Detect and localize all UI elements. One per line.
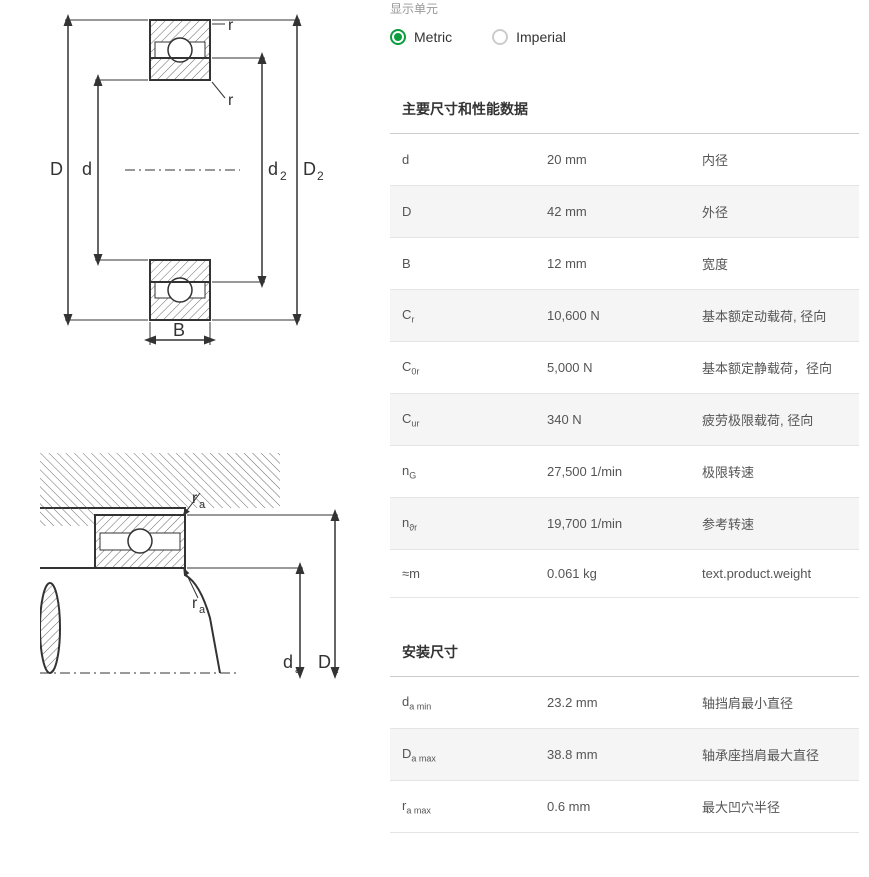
spec-row: da min23.2 mm轴挡肩最小直径 bbox=[390, 677, 859, 729]
spec-symbol: nϑr bbox=[402, 515, 547, 533]
svg-text:r: r bbox=[192, 490, 198, 507]
spec-description: 最大凹穴半径 bbox=[702, 797, 847, 816]
svg-text:d: d bbox=[268, 159, 278, 179]
spec-description: 轴挡肩最小直径 bbox=[702, 693, 847, 712]
svg-text:D: D bbox=[303, 159, 316, 179]
spec-value: 0.6 mm bbox=[547, 799, 702, 814]
spec-row: Cr10,600 N基本额定动载荷, 径向 bbox=[390, 290, 859, 342]
svg-text:a: a bbox=[199, 499, 206, 511]
spec-row: B12 mm宽度 bbox=[390, 238, 859, 290]
radio-icon bbox=[390, 29, 406, 45]
svg-text:r: r bbox=[228, 92, 234, 109]
spec-description: 基本额定动载荷, 径向 bbox=[702, 306, 847, 325]
spec-symbol: C0r bbox=[402, 359, 547, 377]
section-title-main: 主要尺寸和性能数据 bbox=[390, 85, 859, 134]
svg-text:D: D bbox=[318, 652, 331, 672]
spec-symbol: D bbox=[402, 204, 547, 219]
diagrams-column: D d d 2 D 2 r r bbox=[0, 0, 390, 833]
spec-symbol: ≈m bbox=[402, 566, 547, 581]
svg-text:r: r bbox=[192, 595, 198, 612]
spec-symbol: d bbox=[402, 152, 547, 167]
svg-text:a: a bbox=[295, 664, 302, 676]
spec-row: d20 mm内径 bbox=[390, 134, 859, 186]
spec-value: 340 N bbox=[547, 412, 702, 427]
spec-row: D42 mm外径 bbox=[390, 186, 859, 238]
spec-symbol: nG bbox=[402, 463, 547, 481]
radio-label: Metric bbox=[414, 29, 452, 45]
bearing-diagram-front: D d d 2 D 2 r r bbox=[40, 10, 360, 353]
spec-value: 38.8 mm bbox=[547, 747, 702, 762]
spec-symbol: B bbox=[402, 256, 547, 271]
spec-value: 20 mm bbox=[547, 152, 702, 167]
svg-text:a: a bbox=[199, 604, 206, 616]
spec-row: ra max0.6 mm最大凹穴半径 bbox=[390, 781, 859, 833]
spec-symbol: Cr bbox=[402, 307, 547, 325]
svg-text:2: 2 bbox=[317, 169, 324, 183]
spec-value: 19,700 1/min bbox=[547, 516, 702, 531]
bearing-diagram-mounting: ra ra da Da bbox=[40, 453, 360, 706]
spec-description: 极限转速 bbox=[702, 462, 847, 481]
spec-symbol: da min bbox=[402, 694, 547, 712]
section-title-mounting: 安装尺寸 bbox=[390, 628, 859, 677]
spec-value: 23.2 mm bbox=[547, 695, 702, 710]
svg-text:r: r bbox=[228, 17, 234, 34]
svg-text:2: 2 bbox=[280, 169, 287, 183]
spec-description: 基本额定静载荷，径向 bbox=[702, 358, 847, 377]
spec-description: 外径 bbox=[702, 202, 847, 221]
spec-description: 轴承座挡肩最大直径 bbox=[702, 745, 847, 764]
spec-description: text.product.weight bbox=[702, 566, 847, 581]
spec-table-main: d20 mm内径D42 mm外径B12 mm宽度Cr10,600 N基本额定动载… bbox=[390, 134, 859, 598]
spec-value: 0.061 kg bbox=[547, 566, 702, 581]
spec-description: 疲劳极限载荷, 径向 bbox=[702, 410, 847, 429]
spec-description: 宽度 bbox=[702, 254, 847, 273]
svg-text:B: B bbox=[173, 320, 185, 340]
specs-column: 显示单元 Metric Imperial 主要尺寸和性能数据 d20 mm内径D… bbox=[390, 0, 869, 833]
spec-description: 参考转速 bbox=[702, 514, 847, 533]
radio-icon bbox=[492, 29, 508, 45]
radio-imperial[interactable]: Imperial bbox=[492, 29, 566, 45]
spec-value: 10,600 N bbox=[547, 308, 702, 323]
spec-row: C0r5,000 N基本额定静载荷，径向 bbox=[390, 342, 859, 394]
spec-row: nϑr19,700 1/min参考转速 bbox=[390, 498, 859, 550]
spec-value: 42 mm bbox=[547, 204, 702, 219]
spec-value: 5,000 N bbox=[547, 360, 702, 375]
spec-symbol: Da max bbox=[402, 746, 547, 764]
spec-table-mounting: da min23.2 mm轴挡肩最小直径Da max38.8 mm轴承座挡肩最大… bbox=[390, 677, 859, 833]
radio-label: Imperial bbox=[516, 29, 566, 45]
spec-symbol: ra max bbox=[402, 798, 547, 816]
spec-symbol: Cur bbox=[402, 411, 547, 429]
spec-row: Da max38.8 mm轴承座挡肩最大直径 bbox=[390, 729, 859, 781]
spec-row: nG27,500 1/min极限转速 bbox=[390, 446, 859, 498]
svg-text:a: a bbox=[332, 664, 339, 676]
unit-radio-group: Metric Imperial bbox=[390, 29, 859, 45]
spec-row: Cur340 N疲劳极限载荷, 径向 bbox=[390, 394, 859, 446]
svg-text:d: d bbox=[82, 159, 92, 179]
unit-label: 显示单元 bbox=[390, 0, 859, 17]
spec-value: 12 mm bbox=[547, 256, 702, 271]
spec-value: 27,500 1/min bbox=[547, 464, 702, 479]
svg-text:D: D bbox=[50, 159, 63, 179]
radio-metric[interactable]: Metric bbox=[390, 29, 452, 45]
svg-text:d: d bbox=[283, 652, 293, 672]
spec-description: 内径 bbox=[702, 150, 847, 169]
spec-row: ≈m0.061 kgtext.product.weight bbox=[390, 550, 859, 598]
